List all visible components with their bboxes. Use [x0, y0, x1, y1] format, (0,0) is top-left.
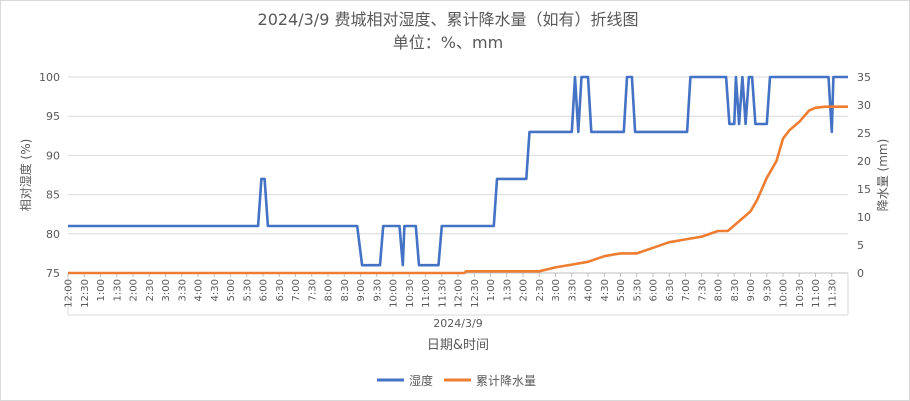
x-tick-label: 4:30: [210, 279, 221, 301]
x-tick-label: 8:00: [324, 279, 335, 301]
y-axis-left-title: 相对湿度 (%): [18, 139, 33, 212]
x-tick-label: 1:30: [502, 279, 513, 301]
x-tick-label: 9:30: [762, 279, 773, 301]
x-tick-label: 11:00: [811, 279, 822, 308]
x-tick-label: 3:30: [177, 279, 188, 301]
legend-label-humidity: 湿度: [409, 373, 433, 388]
series-lines: [68, 75, 848, 275]
y-right-tick-label: 25: [857, 127, 871, 140]
left-axis-ticks: 75 80 85 90 95 100: [39, 71, 60, 280]
x-tick-label: 11:30: [827, 279, 838, 308]
x-tick-label: 6:30: [275, 279, 286, 301]
y-left-tick-label: 90: [46, 149, 60, 162]
x-tick-label: 7:30: [697, 279, 708, 301]
x-tick-label: 10:30: [405, 279, 416, 308]
x-tick-label: 1:00: [486, 279, 497, 301]
x-tick-label: 12:30: [470, 279, 481, 308]
x-tick-label: 8:30: [730, 279, 741, 301]
x-tick-label: 11:00: [421, 279, 432, 308]
x-tick-label: 6:00: [259, 279, 270, 301]
x-tick-label: 7:30: [307, 279, 318, 301]
x-tick-label: 12:00: [454, 279, 465, 308]
y-right-tick-label: 30: [857, 99, 871, 112]
x-tick-label: 2:30: [535, 279, 546, 301]
humidity-line: [68, 75, 848, 267]
x-tick-label: 9:00: [356, 279, 367, 301]
y-right-tick-label: 10: [857, 211, 871, 224]
chart-title: 2024/3/9 费城相对湿度、累计降水量（如有）折线图: [258, 10, 639, 29]
legend: 湿度 累计降水量: [377, 373, 536, 388]
y-left-tick-label: 95: [46, 110, 60, 123]
x-tick-label: 9:00: [746, 279, 757, 301]
y-axis-right-title: 降水量 (mm): [876, 139, 890, 212]
y-left-tick-label: 80: [46, 228, 60, 241]
x-tick-label: 4:00: [584, 279, 595, 301]
x-tick-label: 11:30: [437, 279, 448, 308]
x-tick-label: 1:00: [96, 279, 107, 301]
y-right-tick-label: 20: [857, 155, 871, 168]
x-axis-date-label: 2024/3/9: [433, 317, 482, 330]
y-right-tick-label: 5: [857, 239, 864, 252]
x-tick-label: 3:00: [161, 279, 172, 301]
x-tick-label: 2:30: [145, 279, 156, 301]
x-tick-label: 6:00: [649, 279, 660, 301]
x-tick-label: 10:00: [389, 279, 400, 308]
right-axis-ticks: 0 5 10 15 20 25 30 35: [857, 71, 871, 280]
x-tick-label: 5:00: [616, 279, 627, 301]
chart-subtitle: 单位：%、mm: [393, 33, 503, 52]
x-tick-label: 8:30: [340, 279, 351, 301]
x-tick-label: 6:30: [665, 279, 676, 301]
x-tick-label: 4:30: [600, 279, 611, 301]
y-left-tick-label: 100: [39, 71, 60, 84]
x-tick-label: 2:00: [519, 279, 530, 301]
x-tick-label: 4:00: [194, 279, 205, 301]
x-tick-label: 5:00: [226, 279, 237, 301]
y-left-tick-label: 85: [46, 189, 60, 202]
x-tick-label: 2:00: [129, 279, 140, 301]
x-tick-label: 8:00: [714, 279, 725, 301]
x-tick-label: 12:00: [64, 279, 75, 308]
x-tick-label: 7:00: [291, 279, 302, 301]
y-left-tick-label: 75: [46, 267, 60, 280]
x-tick-label: 7:00: [681, 279, 692, 301]
x-axis-ticks: 12:00 12:30 1:00 1:30 2:00 2:30 3:00 3:30 4:00 4:…: [64, 273, 838, 308]
x-tick-label: 9:30: [372, 279, 383, 301]
y-right-tick-label: 35: [857, 71, 871, 84]
x-tick-label: 10:30: [795, 279, 806, 308]
x-tick-label: 3:00: [551, 279, 562, 301]
x-tick-label: 10:00: [779, 279, 790, 308]
y-right-tick-label: 0: [857, 267, 864, 280]
x-tick-label: 5:30: [242, 279, 253, 301]
x-tick-label: 5:30: [632, 279, 643, 301]
x-axis-title: 日期&时间: [427, 338, 489, 353]
x-tick-label: 3:30: [567, 279, 578, 301]
x-tick-label: 12:30: [80, 279, 91, 308]
legend-label-precip: 累计降水量: [476, 374, 536, 388]
y-right-tick-label: 15: [857, 183, 871, 196]
x-tick-label: 1:30: [112, 279, 123, 301]
precipitation-line: [68, 105, 848, 275]
